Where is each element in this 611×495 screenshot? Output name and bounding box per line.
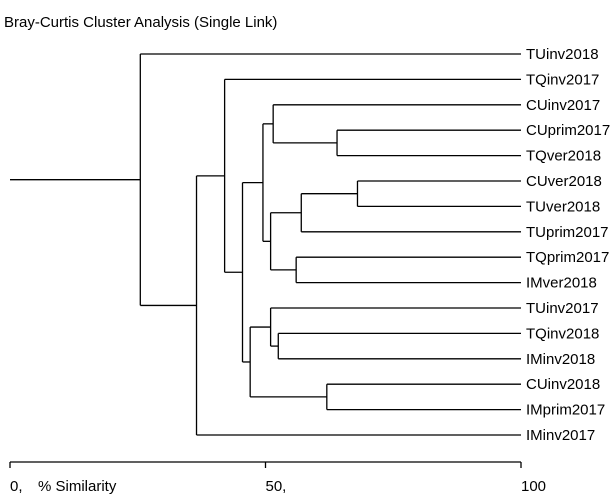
diagram-title: Bray-Curtis Cluster Analysis (Single Lin…	[4, 14, 278, 31]
leaf-label: IMinv2017	[526, 427, 595, 444]
leaf-labels: TUinv2018 TQinv2017 CUinv2017 CUprim2017 TQv…	[526, 46, 610, 444]
axis-label: % Similarity	[38, 478, 117, 495]
leaf-label: IMver2018	[526, 275, 597, 292]
leaf-label: TQver2018	[526, 148, 601, 165]
leaf-label: TQprim2017	[526, 249, 609, 266]
axis-tick-label: 50,	[266, 478, 287, 495]
leaf-label: TQinv2018	[526, 325, 599, 342]
similarity-axis: 0, 50, 100 % Similarity	[9, 461, 546, 495]
leaf-label: TUver2018	[526, 198, 600, 215]
dendrogram-branches	[10, 53, 521, 436]
axis-tick-label: 0,	[10, 478, 23, 495]
leaf-label: TQinv2017	[526, 71, 599, 88]
leaf-label: TUinv2018	[526, 46, 599, 63]
leaf-label: CUinv2017	[526, 97, 600, 114]
leaf-label: CUprim2017	[526, 122, 610, 139]
leaf-label: CUinv2018	[526, 376, 600, 393]
leaf-label: TUprim2017	[526, 224, 609, 241]
leaf-label: IMprim2017	[526, 402, 605, 419]
axis-tick-label: 100	[521, 478, 546, 495]
leaf-label: TUinv2017	[526, 300, 599, 317]
leaf-label: CUver2018	[526, 173, 602, 190]
leaf-label: IMinv2018	[526, 351, 595, 368]
